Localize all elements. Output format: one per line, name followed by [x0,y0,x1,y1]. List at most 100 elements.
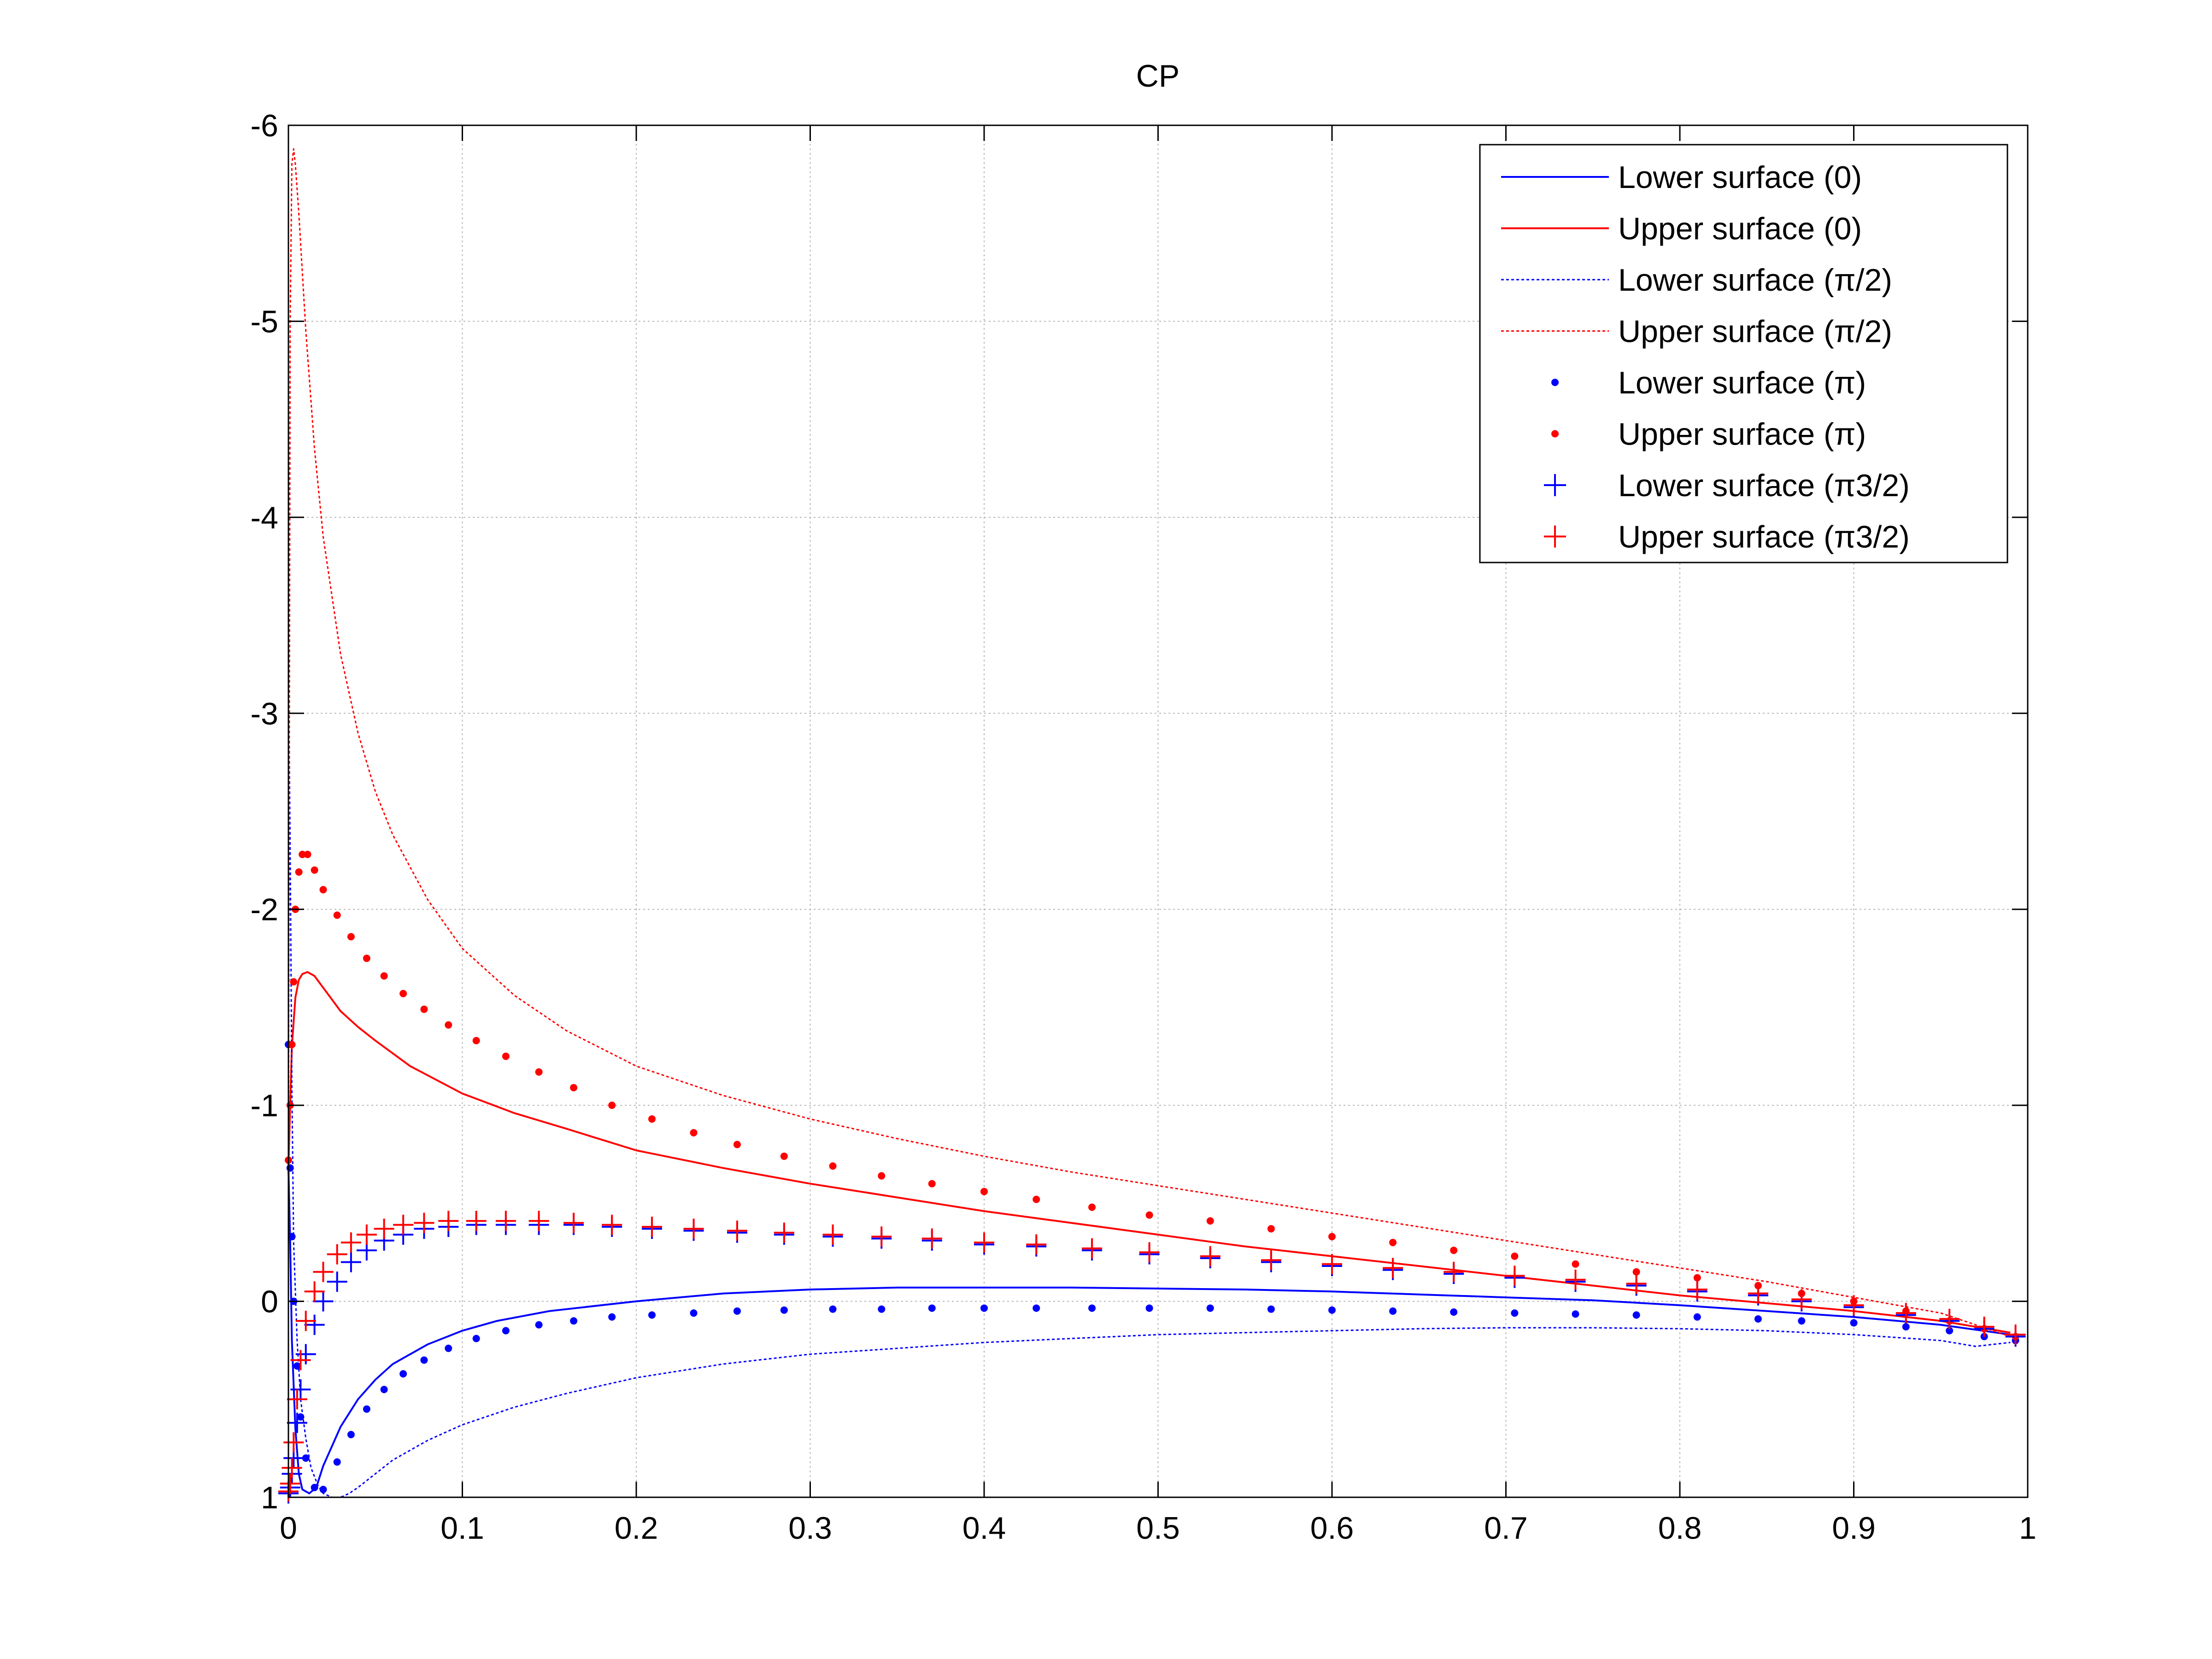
data-point [295,1311,316,1331]
data-point [690,1129,698,1137]
data-point [380,972,388,980]
data-point [1693,1274,1701,1282]
data-point [311,1483,318,1491]
data-point [1902,1323,1910,1331]
data-point [313,1261,334,1282]
legend-item: Upper surface (0) [1501,211,1862,246]
data-point [363,1405,370,1413]
series-line [288,971,2011,1334]
data-point [311,866,318,874]
series-8 [278,1211,2026,1502]
legend: Lower surface (0) Upper surface (0) Lower … [1479,144,2008,563]
series-line [288,1168,2011,1495]
y-tick-label: -2 [251,892,278,927]
data-point [1895,1303,1916,1324]
data-point [313,1291,334,1312]
legend-item: Lower surface (π) [1551,365,1866,400]
data-point [528,1211,549,1231]
data-point [602,1214,622,1235]
x-tick-label: 0.1 [440,1511,484,1546]
data-point [1328,1306,1336,1314]
legend-label: Lower surface (π) [1618,365,1866,400]
legend-item: Lower surface (0) [1501,160,1862,195]
data-point [356,1224,377,1245]
data-point [1450,1308,1458,1316]
data-point [288,1233,296,1241]
series-4 [288,148,2011,1337]
data-point [1389,1307,1397,1315]
legend-item: Upper surface (π) [1551,417,1866,452]
x-tick-label: 0 [280,1511,297,1546]
data-point [340,1232,361,1253]
data-point [1754,1315,1762,1323]
legend-label: Lower surface (0) [1618,160,1862,195]
data-point [774,1222,794,1243]
data-point [399,1370,407,1378]
data-point [1026,1234,1047,1255]
data-point [472,1335,480,1342]
data-point [733,1141,741,1149]
data-point [727,1220,747,1241]
data-point [1383,1258,1403,1278]
y-tick-label: -5 [251,304,278,339]
data-point [302,1454,310,1462]
data-point [2005,1324,2026,1345]
data-point [871,1226,892,1247]
x-tick-label: 0.9 [1832,1511,1876,1546]
data-point [1798,1317,1806,1325]
data-point [299,850,306,858]
data-point [445,1344,452,1352]
data-point [974,1232,994,1253]
data-point [1088,1203,1096,1211]
chart-title: CP [1136,59,1179,94]
legend-item: Upper surface (π3/2) [1544,520,1910,555]
data-point [374,1219,394,1239]
data-point [980,1304,988,1312]
data-point [420,1356,428,1364]
data-point [290,1350,311,1371]
x-tick-label: 0.8 [1658,1511,1702,1546]
legend-label: Upper surface (π3/2) [1618,520,1910,555]
data-point [570,1317,578,1325]
data-point [327,1272,347,1292]
legend-item: Upper surface (π/2) [1501,314,1892,349]
data-point [1206,1217,1214,1225]
data-point [290,1379,311,1400]
x-tick-label: 0.3 [788,1511,832,1546]
data-point [1511,1309,1519,1317]
data-point [304,1314,325,1335]
data-point [878,1172,886,1180]
data-point [1261,1250,1281,1271]
data-point [1450,1246,1458,1254]
series-2 [288,971,2011,1334]
data-point [333,911,341,919]
data-point [1033,1304,1040,1312]
data-point [980,1188,988,1196]
data-point [466,1211,487,1231]
legend-label: Upper surface (π) [1618,417,1866,452]
data-point [287,1389,307,1410]
data-point [648,1115,656,1123]
data-point [445,1021,452,1029]
data-point [472,1037,480,1044]
data-point [304,850,311,858]
data-point [293,1362,301,1370]
data-point [286,1164,294,1172]
data-point [641,1216,662,1237]
x-tick-label: 0.2 [615,1511,658,1546]
data-point [333,1458,341,1466]
data-point [822,1224,843,1245]
y-tick-label: -6 [251,108,278,143]
legend-swatch [1544,525,1566,548]
data-point [297,1413,305,1421]
data-point [1088,1304,1096,1312]
data-point [363,955,370,962]
data-point [399,990,407,997]
series-3 [288,654,2011,1498]
data-point [829,1305,837,1313]
data-point [1267,1305,1275,1313]
x-tick-label: 1 [2019,1511,2036,1546]
data-point [1572,1310,1579,1318]
data-point [1033,1196,1040,1203]
data-point [495,1211,516,1231]
